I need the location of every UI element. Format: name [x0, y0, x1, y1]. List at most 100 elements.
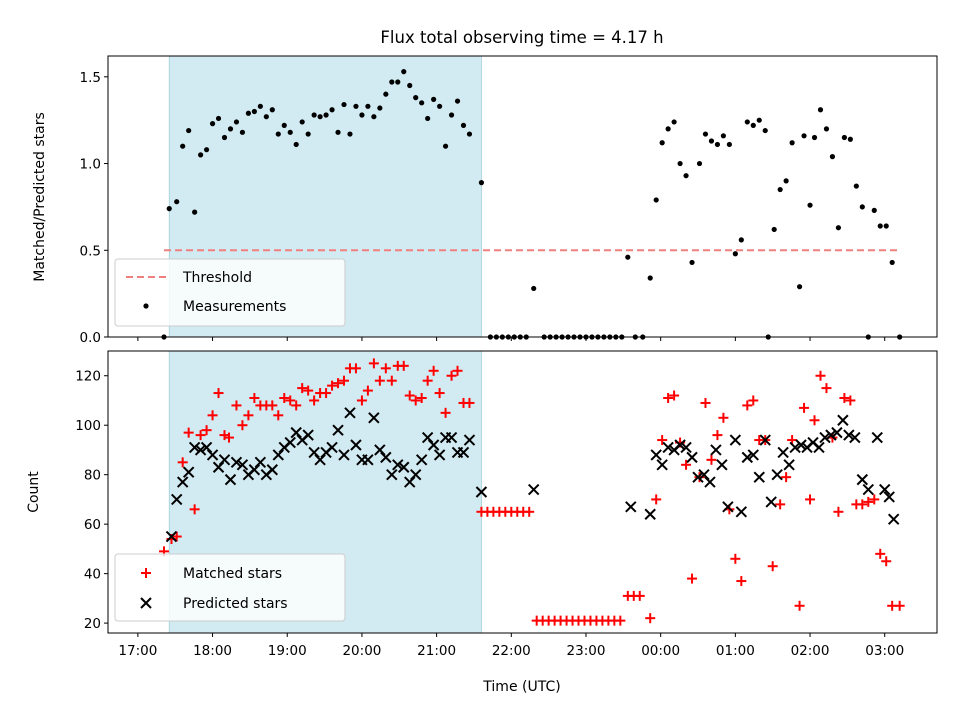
x-tick-label: 21:00 — [417, 643, 456, 659]
matched-star-point — [651, 494, 662, 505]
matched-star-point — [464, 397, 475, 408]
predicted-star-point — [386, 468, 398, 481]
predicted-star-point — [284, 436, 296, 449]
x-tick-label: 22:00 — [492, 643, 531, 659]
matched-star-point — [857, 499, 868, 510]
measurement-point — [239, 129, 246, 135]
measurement-point — [677, 160, 683, 167]
x-tick-label: 02:00 — [791, 643, 830, 659]
measurement-point — [478, 180, 485, 186]
counts-panel: 20 40 60 80 100 120 17:00 18:00 19:00 20:00 21:00… — [26, 350, 938, 695]
measurement-point — [371, 114, 377, 120]
matched-star-point — [339, 375, 350, 386]
matched-star-point — [398, 360, 409, 371]
x-axis-label: Time (UTC) — [482, 679, 560, 695]
measurement-point — [407, 82, 413, 89]
counts-legend: Matched stars Predicted stars — [114, 553, 346, 622]
measurement-point — [251, 108, 257, 115]
ratio-y-axis-label: Matched/Predicted stars — [32, 112, 48, 282]
predicted-star-point — [176, 476, 189, 488]
predicted-star-point — [290, 426, 302, 439]
matched-star-point — [881, 556, 892, 567]
matched-star-point — [663, 393, 674, 403]
measurement-point — [829, 154, 836, 160]
predicted-star-point — [236, 459, 249, 471]
measurement-point — [395, 79, 401, 85]
matched-star-point — [645, 613, 656, 624]
ratio-legend-box — [114, 258, 346, 327]
measurement-point — [744, 119, 750, 125]
measurement-point — [233, 119, 240, 125]
measurement-point — [209, 121, 216, 127]
measurement-point — [275, 131, 281, 137]
measurement-point — [329, 107, 335, 113]
predicted-star-point — [698, 468, 710, 481]
predicted-star-point — [735, 506, 748, 518]
measurement-point — [335, 129, 341, 135]
measurement-point — [756, 117, 762, 123]
predicted-star-point — [254, 456, 267, 469]
predicted-star-point — [415, 454, 428, 466]
predicted-star-point — [445, 431, 458, 444]
predicted-star-points — [165, 407, 900, 543]
measurement-point — [531, 285, 537, 292]
matched-star-point — [669, 390, 680, 401]
predicted-star-point — [302, 429, 314, 441]
y-tick-label: 1.5 — [80, 70, 101, 86]
measurement-point — [777, 186, 783, 193]
measurement-point — [847, 136, 853, 142]
matched-star-point — [368, 358, 379, 369]
predicted-star-point — [171, 493, 183, 506]
matched-star-point — [845, 395, 856, 406]
matched-star-point — [748, 395, 759, 406]
predicted-star-point — [344, 407, 356, 419]
predicted-star-point — [374, 444, 386, 456]
predicted-star-point — [380, 451, 392, 464]
matched-star-point — [297, 383, 308, 394]
measurement-point — [305, 131, 311, 137]
predicted-star-point — [716, 459, 728, 471]
measurement-point — [771, 226, 777, 233]
x-tick-label: 19:00 — [268, 643, 307, 659]
y-tick-label: 1.0 — [80, 157, 101, 173]
matched-star-point — [794, 600, 805, 611]
predicted-star-point — [188, 441, 201, 454]
matched-star-point — [736, 576, 747, 587]
counts-legend-box — [114, 553, 346, 622]
measurement-point — [811, 134, 818, 141]
predicted-star-point — [843, 429, 855, 441]
y-tick-label: 0.0 — [80, 330, 101, 346]
measurement-point — [353, 103, 359, 109]
counts-y-ticks: 20 40 60 80 100 120 — [75, 369, 108, 632]
x-tick-label: 00:00 — [641, 643, 680, 659]
matched-star-point — [356, 395, 367, 406]
matched-star-point — [894, 600, 905, 611]
matched-star-point — [327, 380, 338, 391]
predicted-star-point — [783, 459, 795, 471]
x-tick-label: 20:00 — [342, 643, 381, 659]
legend-matched-label: Matched stars — [183, 566, 282, 582]
measurement-point — [442, 143, 449, 149]
measurement-point — [738, 237, 744, 243]
legend-measurements-label: Measurements — [183, 299, 286, 315]
predicted-star-point — [759, 434, 771, 446]
matched-star-point — [267, 400, 278, 411]
measurement-point — [437, 103, 443, 109]
predicted-star-point — [813, 441, 825, 454]
matched-star-point — [869, 494, 880, 505]
measurement-point — [174, 199, 180, 205]
matched-star-point — [815, 370, 826, 381]
predicted-star-point — [849, 431, 861, 444]
measurement-point — [389, 79, 395, 85]
matched-star-point — [350, 363, 361, 374]
measurement-point — [293, 141, 299, 148]
measurement-point — [683, 173, 689, 179]
matched-star-point — [189, 504, 200, 515]
matched-star-point — [524, 506, 535, 517]
measurement-point — [198, 152, 204, 158]
measurement-point — [347, 131, 353, 137]
predicted-star-point — [457, 446, 470, 459]
counts-axes-frame — [107, 350, 938, 634]
measurement-point — [659, 140, 665, 146]
